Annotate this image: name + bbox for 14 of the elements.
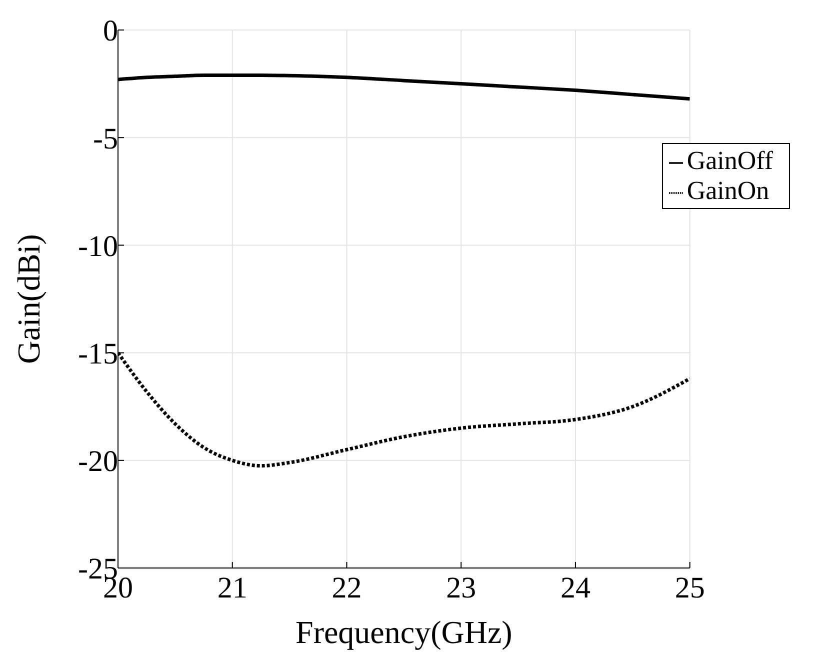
legend-label: GainOn — [686, 176, 770, 205]
legend-label: GainOff — [686, 146, 773, 175]
y-tick-label: -15 — [78, 337, 118, 370]
x-tick-label: 24 — [560, 571, 590, 604]
x-axis-title: Frequency(GHz) — [296, 614, 512, 650]
y-tick-label: -10 — [78, 230, 118, 263]
x-tick-label: 25 — [674, 571, 705, 604]
y-tick-label: -5 — [93, 122, 118, 156]
y-tick-label: -20 — [78, 445, 118, 478]
x-tick-label: 21 — [217, 571, 248, 604]
y-axis-title: Gain(dBi) — [10, 234, 46, 364]
y-tick-label: 0 — [103, 14, 118, 48]
x-tick-label: 23 — [446, 571, 476, 604]
x-tick-label: 22 — [332, 571, 362, 604]
